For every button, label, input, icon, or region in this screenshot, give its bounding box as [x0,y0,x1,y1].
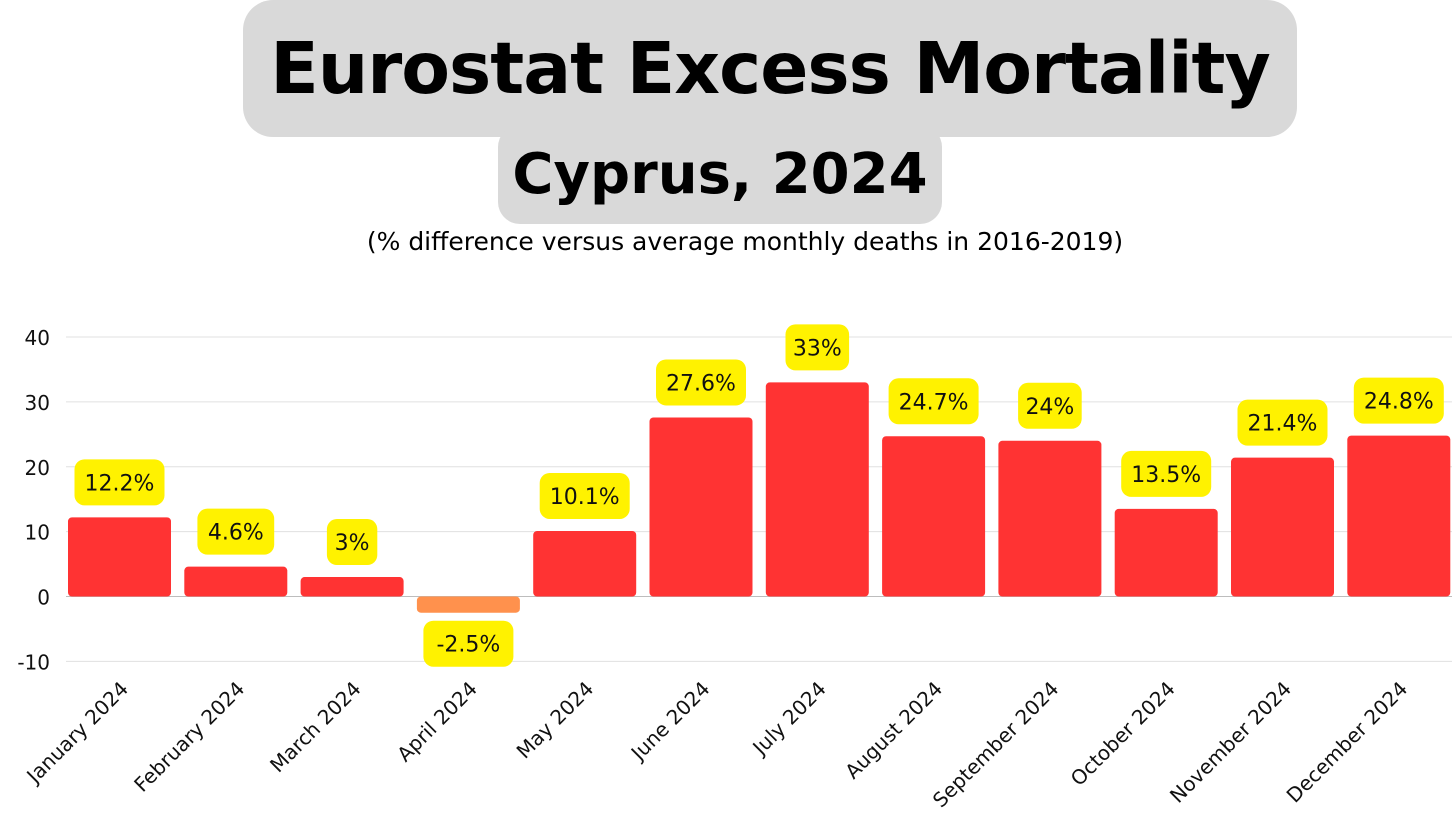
data-label: 12.2% [85,471,155,496]
x-tick-label: April 2024 [392,677,482,767]
data-label: 33% [793,336,842,361]
data-label-badge [423,620,514,667]
data-label-badge [326,519,378,566]
y-tick-label: 10 [25,521,50,545]
bar [300,577,404,597]
data-label-badge [197,508,275,555]
data-label: 24.7% [899,390,969,415]
data-label-badge [1018,382,1082,429]
y-tick-label: 30 [25,391,50,415]
bar [765,382,869,597]
data-label: 21.4% [1248,412,1318,437]
x-tick-label: June 2024 [625,677,715,767]
x-tick-label: February 2024 [129,677,249,797]
data-label-badge [74,459,165,506]
x-tick-label: September 2024 [928,677,1064,813]
data-label: 24.8% [1364,390,1434,415]
data-label: 13.5% [1131,463,1201,488]
bar [882,436,986,597]
bar [998,440,1102,597]
chart-note: (% difference versus average monthly dea… [366,227,1124,256]
bar [649,417,753,597]
bar [1231,457,1334,597]
data-label: 24% [1025,395,1074,420]
data-label: 27.6% [666,371,736,396]
bar [1114,508,1218,597]
chart-subtitle: Cyprus, 2024 [512,141,928,207]
data-label-badge [539,472,630,519]
y-tick-label: 40 [25,326,50,350]
y-tick-label: 0 [37,586,50,610]
data-label: -2.5% [436,633,500,658]
data-label-badge [1353,377,1444,424]
data-label-badge [785,324,850,371]
bar [184,566,288,597]
data-label: 4.6% [208,521,264,546]
bar [533,530,637,597]
chart-title: Eurostat Excess Mortality [270,27,1271,110]
x-tick-label: December 2024 [1282,677,1413,808]
data-label: 10.1% [550,485,620,510]
bar [1347,435,1451,597]
y-tick-label: -10 [17,650,50,674]
x-tick-label: August 2024 [840,677,947,784]
data-label: 3% [335,531,370,556]
x-tick-label: July 2024 [747,677,831,761]
data-label-badge [656,359,746,406]
x-tick-label: November 2024 [1165,677,1296,808]
bar [416,596,520,613]
data-label-badge [1237,399,1328,446]
x-tick-label: January 2024 [21,677,133,789]
x-tick-label: May 2024 [512,677,599,764]
data-label-badge [1121,450,1212,497]
y-tick-label: 20 [25,456,50,480]
x-tick-label: March 2024 [265,677,366,778]
data-label-badge [888,378,979,425]
subtitle-box: Cyprus, 2024 [498,125,942,224]
x-tick-label: October 2024 [1066,677,1180,791]
title-box: Eurostat Excess Mortality [243,0,1297,137]
bar [68,517,171,597]
